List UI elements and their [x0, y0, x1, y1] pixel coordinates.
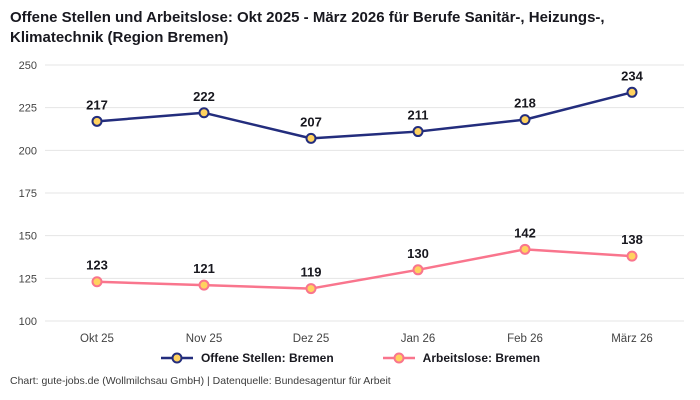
y-tick-label: 150: [19, 231, 37, 243]
legend-label-offene-stellen: Offene Stellen: Bremen: [200, 351, 334, 365]
x-tick-label: Feb 26: [507, 333, 543, 345]
x-tick-label: Jan 26: [401, 333, 436, 345]
chart-title: Offene Stellen und Arbeitslose: Okt 2025…: [10, 9, 605, 46]
line-marker-icon: [382, 351, 416, 365]
y-tick-label: 100: [19, 316, 37, 328]
data-label: 217: [86, 97, 108, 112]
x-tick-label: Dez 25: [293, 333, 329, 345]
data-label: 138: [621, 232, 643, 247]
data-label: 121: [193, 261, 215, 276]
y-tick-label: 175: [19, 188, 37, 200]
legend-label-arbeitslose: Arbeitslose: Bremen: [422, 351, 541, 365]
data-point-marker: [198, 279, 210, 291]
data-point-marker: [91, 276, 103, 288]
data-label: 211: [408, 108, 429, 123]
y-tick-label: 200: [19, 145, 37, 157]
series-line: [95, 248, 634, 290]
data-label: 119: [301, 265, 322, 280]
y-tick-label: 125: [19, 273, 37, 285]
x-tick-label: Okt 25: [80, 333, 114, 345]
data-point-marker: [626, 86, 638, 98]
data-point-marker: [519, 114, 531, 126]
chart-credit: Chart: gute-jobs.de (Wollmilchsau GmbH) …: [10, 375, 391, 387]
chart-legend: Offene Stellen: Bremen Arbeitslose: Brem…: [0, 347, 700, 369]
data-point-marker: [412, 264, 424, 276]
data-label: 130: [407, 246, 429, 261]
series-line: [95, 91, 634, 140]
chart-plot-area: 100 125 150 175 200 225 250 Okt 25 Nov 25 Dez 25 J…: [19, 60, 684, 345]
y-tick-label: 225: [19, 103, 37, 115]
data-point-marker: [305, 132, 317, 144]
data-point-marker: [412, 126, 424, 138]
x-tick-label: Nov 25: [186, 333, 222, 345]
y-tick-label: 250: [19, 60, 37, 72]
x-tick-label: März 26: [611, 333, 653, 345]
data-label: 207: [300, 114, 322, 129]
data-point-marker: [198, 107, 210, 119]
legend-item-offene-stellen[interactable]: Offene Stellen: Bremen: [160, 351, 334, 365]
data-label: 234: [621, 68, 643, 83]
data-label: 218: [514, 96, 536, 111]
data-label: 222: [193, 89, 215, 104]
data-point-marker: [519, 243, 531, 255]
data-point-marker: [305, 283, 317, 295]
line-marker-icon: [160, 351, 194, 365]
legend-item-arbeitslose[interactable]: Arbeitslose: Bremen: [382, 351, 540, 365]
data-point-marker: [91, 115, 103, 127]
data-label: 142: [514, 225, 536, 240]
data-label: 123: [86, 258, 108, 273]
data-point-marker: [626, 250, 638, 262]
